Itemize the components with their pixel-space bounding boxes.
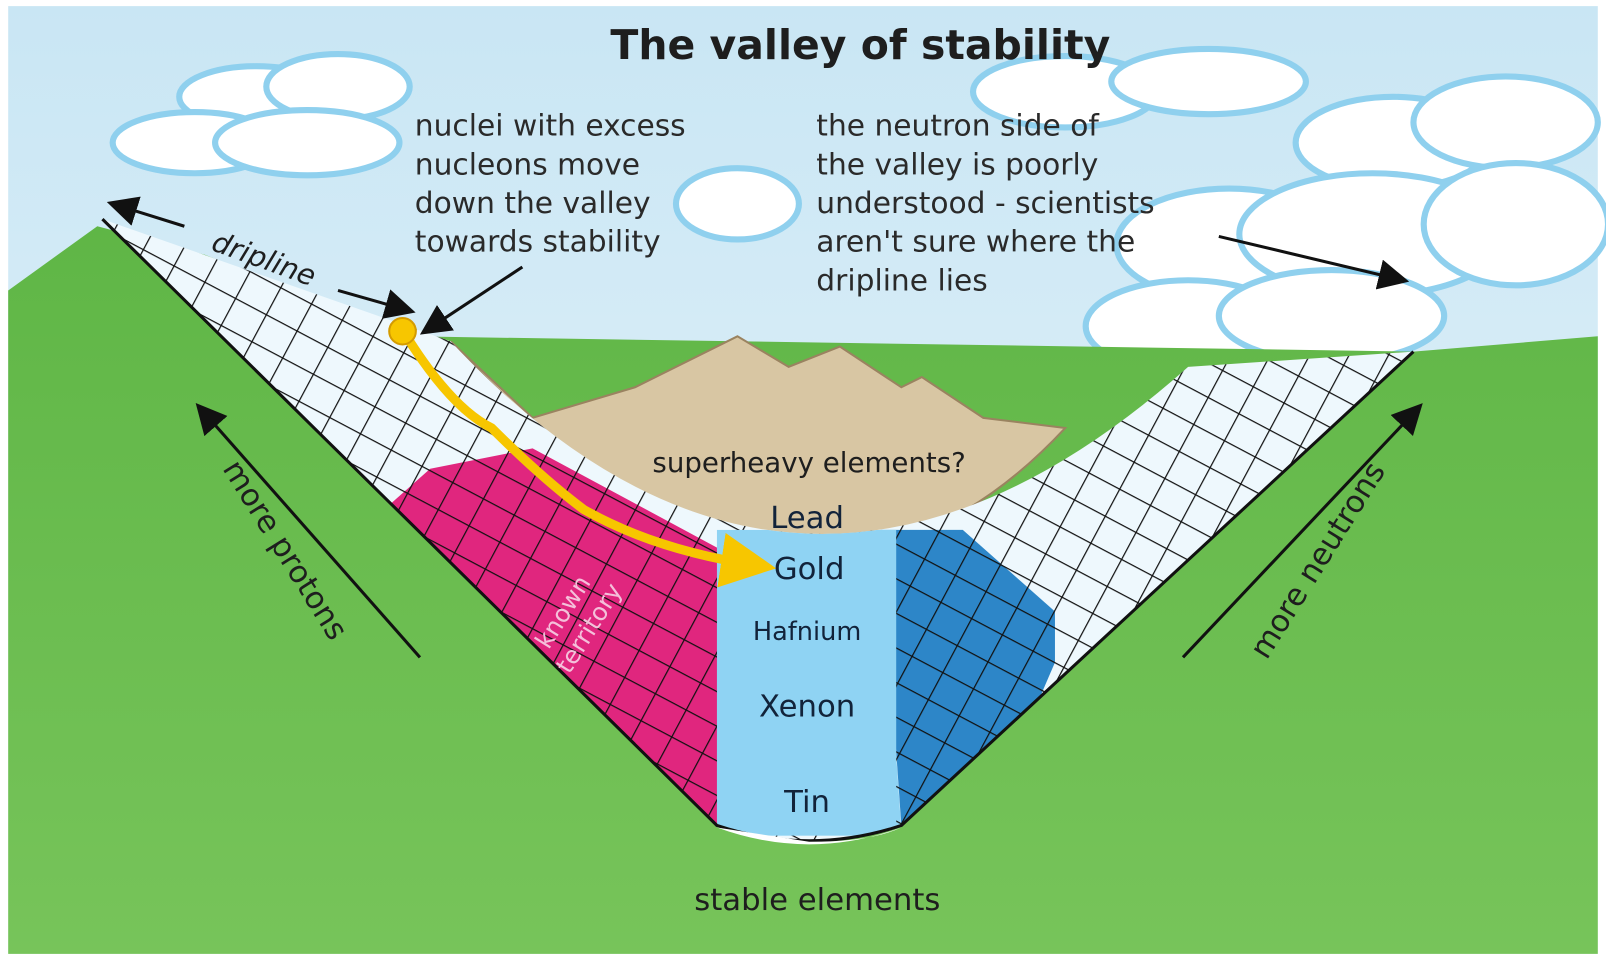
element-label: Xenon bbox=[759, 690, 855, 725]
illustration: The valley of stability nuclei with exce… bbox=[0, 0, 1606, 960]
page: {"title": "The valley of stability", "an… bbox=[0, 0, 1606, 960]
shape bbox=[1413, 76, 1597, 168]
annotation-line: the neutron side of bbox=[816, 109, 1099, 143]
shape bbox=[676, 168, 799, 239]
superheavy-label: superheavy elements? bbox=[652, 446, 965, 479]
annotation-line: the valley is poorly bbox=[816, 147, 1098, 181]
shape bbox=[215, 110, 399, 175]
element-label: Gold bbox=[774, 552, 845, 587]
annotation-line: nuclei with excess bbox=[415, 109, 686, 143]
annotation-line: dripline lies bbox=[816, 264, 987, 298]
shape bbox=[1219, 270, 1444, 362]
annotation-line: down the valley bbox=[415, 186, 651, 220]
stable-label: stable elements bbox=[694, 883, 940, 918]
element-label: Hafnium bbox=[753, 617, 861, 647]
annotation-line: aren't sure where the bbox=[816, 225, 1135, 259]
annotation-line: understood - scientists bbox=[816, 186, 1154, 220]
title: The valley of stability bbox=[610, 21, 1110, 69]
nucleus bbox=[389, 318, 416, 344]
element-label: Lead bbox=[770, 501, 844, 536]
element-label: Tin bbox=[783, 785, 830, 820]
annotation-line: nucleons move bbox=[415, 147, 640, 181]
annotation-line: towards stability bbox=[415, 225, 661, 259]
shape bbox=[1111, 49, 1306, 114]
shape bbox=[1424, 163, 1606, 285]
